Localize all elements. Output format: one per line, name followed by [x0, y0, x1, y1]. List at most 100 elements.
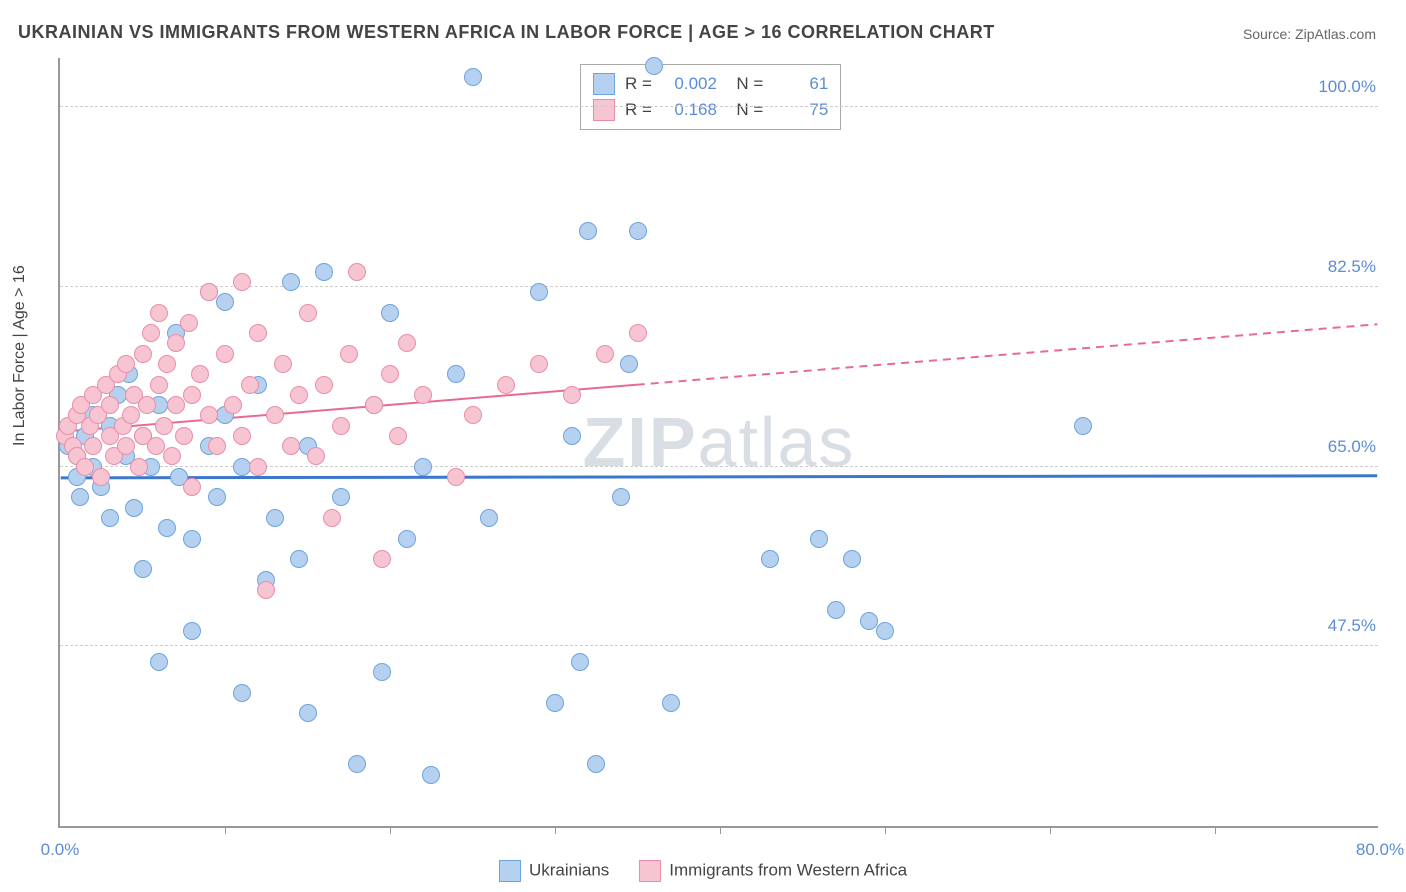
x-tick-mark — [1050, 826, 1051, 834]
r-label: R = — [625, 74, 652, 94]
data-point — [163, 447, 181, 465]
data-point — [579, 222, 597, 240]
data-point — [208, 437, 226, 455]
data-point — [389, 427, 407, 445]
data-point — [290, 550, 308, 568]
data-point — [546, 694, 564, 712]
data-point — [414, 458, 432, 476]
data-point — [373, 663, 391, 681]
data-point — [150, 376, 168, 394]
legend-swatch — [639, 860, 661, 882]
data-point — [827, 601, 845, 619]
y-tick-label: 82.5% — [1324, 257, 1380, 277]
data-point — [122, 406, 140, 424]
data-point — [563, 427, 581, 445]
x-tick-label: 80.0% — [1356, 840, 1404, 860]
data-point — [249, 458, 267, 476]
y-axis-label: In Labor Force | Age > 16 — [11, 265, 29, 446]
data-point — [530, 283, 548, 301]
legend-row: R =0.168 N =75 — [593, 97, 828, 123]
data-point — [530, 355, 548, 373]
y-tick-label: 65.0% — [1324, 437, 1380, 457]
legend-label: Immigrants from Western Africa — [669, 860, 907, 879]
data-point — [315, 263, 333, 281]
trend-lines — [60, 58, 1378, 826]
legend-item: Immigrants from Western Africa — [639, 860, 907, 882]
data-point — [183, 386, 201, 404]
legend-series: Ukrainians Immigrants from Western Africa — [499, 860, 907, 882]
source-label: Source: ZipAtlas.com — [1243, 26, 1376, 42]
r-value: 0.168 — [662, 100, 717, 120]
legend-row: R =0.002 N =61 — [593, 71, 828, 97]
data-point — [587, 755, 605, 773]
data-point — [241, 376, 259, 394]
data-point — [332, 417, 350, 435]
watermark: ZIPatlas — [583, 402, 856, 482]
data-point — [645, 57, 663, 75]
x-tick-mark — [1215, 826, 1216, 834]
data-point — [233, 684, 251, 702]
data-point — [101, 509, 119, 527]
data-point — [398, 334, 416, 352]
data-point — [629, 222, 647, 240]
data-point — [167, 396, 185, 414]
legend-swatch — [593, 99, 615, 121]
data-point — [233, 458, 251, 476]
y-tick-label: 100.0% — [1314, 77, 1380, 97]
data-point — [381, 365, 399, 383]
data-point — [155, 417, 173, 435]
data-point — [266, 406, 284, 424]
data-point — [167, 334, 185, 352]
n-label: N = — [727, 74, 763, 94]
data-point — [117, 437, 135, 455]
data-point — [299, 704, 317, 722]
data-point — [147, 437, 165, 455]
data-point — [571, 653, 589, 671]
data-point — [373, 550, 391, 568]
n-value: 75 — [773, 100, 828, 120]
data-point — [257, 581, 275, 599]
data-point — [224, 396, 242, 414]
data-point — [620, 355, 638, 373]
data-point — [761, 550, 779, 568]
data-point — [843, 550, 861, 568]
data-point — [233, 427, 251, 445]
x-tick-label: 0.0% — [41, 840, 80, 860]
data-point — [464, 406, 482, 424]
x-tick-mark — [225, 826, 226, 834]
data-point — [464, 68, 482, 86]
data-point — [175, 427, 193, 445]
data-point — [348, 263, 366, 281]
data-point — [414, 386, 432, 404]
chart-title: UKRAINIAN VS IMMIGRANTS FROM WESTERN AFR… — [18, 22, 995, 43]
data-point — [290, 386, 308, 404]
data-point — [134, 560, 152, 578]
data-point — [810, 530, 828, 548]
legend-swatch — [593, 73, 615, 95]
data-point — [200, 283, 218, 301]
data-point — [447, 365, 465, 383]
data-point — [76, 458, 94, 476]
data-point — [71, 488, 89, 506]
n-value: 61 — [773, 74, 828, 94]
data-point — [216, 345, 234, 363]
data-point — [282, 437, 300, 455]
n-label: N = — [727, 100, 763, 120]
x-tick-mark — [390, 826, 391, 834]
data-point — [183, 622, 201, 640]
data-point — [315, 376, 333, 394]
data-point — [447, 468, 465, 486]
legend-item: Ukrainians — [499, 860, 609, 882]
data-point — [348, 755, 366, 773]
data-point — [249, 324, 267, 342]
data-point — [876, 622, 894, 640]
scatter-plot: ZIPatlas R =0.002 N =61R =0.168 N =75 47… — [58, 58, 1378, 828]
data-point — [180, 314, 198, 332]
data-point — [158, 355, 176, 373]
data-point — [191, 365, 209, 383]
x-tick-mark — [885, 826, 886, 834]
data-point — [612, 488, 630, 506]
data-point — [200, 406, 218, 424]
data-point — [266, 509, 284, 527]
data-point — [860, 612, 878, 630]
